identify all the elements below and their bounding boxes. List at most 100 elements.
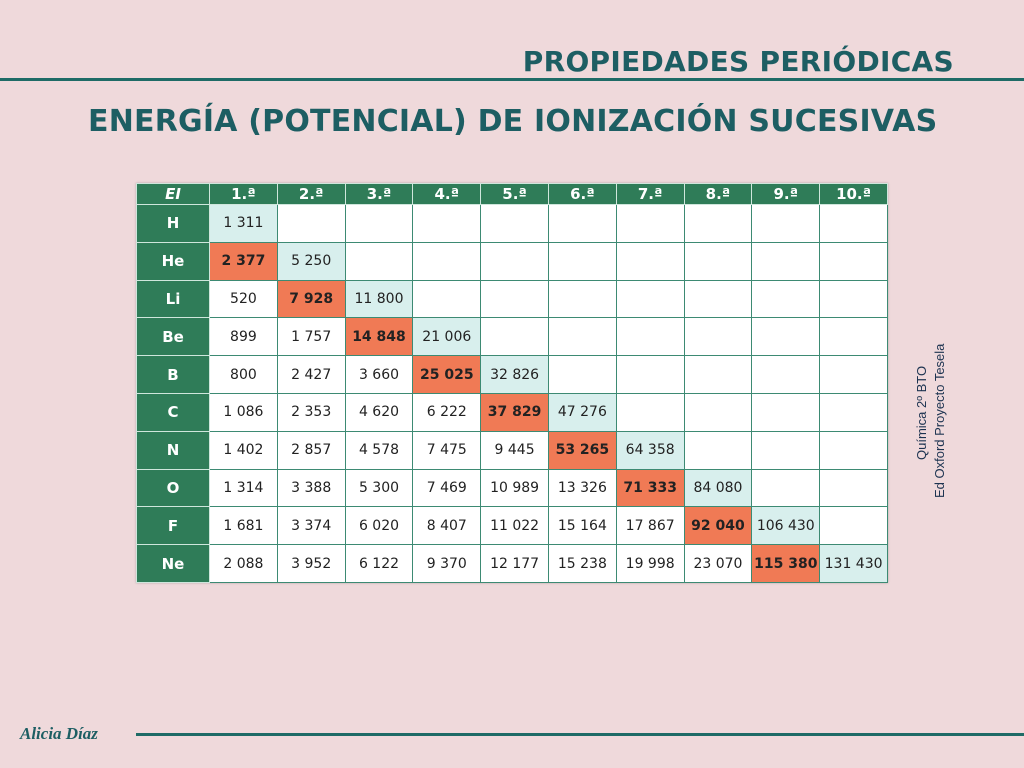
table-row: B 800 2 427 3 660 25 025 32 826 xyxy=(136,355,888,394)
energy-cell: 899 xyxy=(209,317,278,357)
empty-cell xyxy=(615,279,685,319)
empty-cell xyxy=(819,392,888,432)
energy-cell: 2 857 xyxy=(276,430,346,470)
column-header: 9.ª xyxy=(751,183,821,205)
element-symbol: B xyxy=(136,355,210,394)
energy-cell: 131 430 xyxy=(819,544,888,583)
column-header: 8.ª xyxy=(683,183,753,205)
empty-cell xyxy=(751,468,821,508)
highlighted-energy-cell: 2 377 xyxy=(209,241,278,281)
empty-cell xyxy=(751,430,821,470)
energy-cell: 2 353 xyxy=(276,392,346,432)
energy-cell: 1 757 xyxy=(276,317,346,357)
column-header: 10.ª xyxy=(819,183,888,205)
energy-cell: 23 070 xyxy=(683,544,753,583)
empty-cell xyxy=(480,279,549,319)
energy-cell: 64 358 xyxy=(615,430,685,470)
energy-cell: 520 xyxy=(209,279,278,319)
column-header: 7.ª xyxy=(615,183,685,205)
highlighted-energy-cell: 7 928 xyxy=(276,279,346,319)
empty-cell xyxy=(819,317,888,357)
highlighted-energy-cell: 53 265 xyxy=(547,430,617,470)
energy-cell: 6 222 xyxy=(412,392,482,432)
element-symbol: N xyxy=(136,430,210,470)
source-credit: Química 2º BTO Ed Oxford Proyecto Tesela xyxy=(910,300,960,500)
empty-cell xyxy=(751,279,821,319)
table-row: He 2 377 5 250 xyxy=(136,241,888,281)
highlighted-energy-cell: 92 040 xyxy=(683,506,753,546)
energy-cell: 9 445 xyxy=(480,430,549,470)
ionization-table-image: EI 1.ª 2.ª 3.ª 4.ª 5.ª 6.ª 7.ª 8.ª 9.ª 1… xyxy=(136,183,888,583)
element-symbol: H xyxy=(136,204,210,243)
energy-cell: 1 086 xyxy=(209,392,278,432)
element-symbol: Ne xyxy=(136,544,210,583)
energy-cell: 4 578 xyxy=(344,430,414,470)
energy-cell: 5 250 xyxy=(276,241,346,281)
energy-cell: 15 164 xyxy=(547,506,617,546)
author-name: Alicia Díaz xyxy=(20,724,98,743)
empty-cell xyxy=(615,355,685,394)
energy-cell: 84 080 xyxy=(683,468,753,508)
highlighted-energy-cell: 71 333 xyxy=(615,468,685,508)
column-header: 5.ª xyxy=(480,183,549,205)
energy-cell: 9 370 xyxy=(412,544,482,583)
table-row: Ne 2 088 3 952 6 122 9 370 12 177 15 238 19 998… xyxy=(136,544,888,583)
highlighted-energy-cell: 25 025 xyxy=(412,355,482,394)
empty-cell xyxy=(819,279,888,319)
energy-cell: 15 238 xyxy=(547,544,617,583)
empty-cell xyxy=(683,392,753,432)
empty-cell xyxy=(344,204,414,243)
highlighted-energy-cell: 14 848 xyxy=(344,317,414,357)
empty-cell xyxy=(412,204,482,243)
energy-cell: 6 122 xyxy=(344,544,414,583)
empty-cell xyxy=(547,241,617,281)
credit-line-2: Ed Oxford Proyecto Tesela xyxy=(932,343,947,498)
empty-cell xyxy=(412,241,482,281)
highlighted-energy-cell: 115 380 xyxy=(751,544,821,583)
empty-cell xyxy=(615,392,685,432)
empty-cell xyxy=(751,392,821,432)
column-header: 2.ª xyxy=(276,183,346,205)
energy-cell: 1 314 xyxy=(209,468,278,508)
empty-cell xyxy=(683,355,753,394)
top-rule xyxy=(0,78,1024,81)
empty-cell xyxy=(683,317,753,357)
table-header-row: EI 1.ª 2.ª 3.ª 4.ª 5.ª 6.ª 7.ª 8.ª 9.ª 1… xyxy=(136,183,888,205)
empty-cell xyxy=(615,317,685,357)
energy-cell: 12 177 xyxy=(480,544,549,583)
energy-cell: 106 430 xyxy=(751,506,821,546)
empty-cell xyxy=(480,241,549,281)
table-row: Li 520 7 928 11 800 xyxy=(136,279,888,319)
empty-cell xyxy=(480,317,549,357)
energy-cell: 1 681 xyxy=(209,506,278,546)
empty-cell xyxy=(751,317,821,357)
energy-cell: 3 660 xyxy=(344,355,414,394)
empty-cell xyxy=(819,468,888,508)
element-symbol: He xyxy=(136,241,210,281)
empty-cell xyxy=(683,204,753,243)
empty-cell xyxy=(683,241,753,281)
credit-line-1: Química 2º BTO xyxy=(914,365,929,460)
energy-cell: 2 088 xyxy=(209,544,278,583)
corner-cell: EI xyxy=(136,183,210,205)
energy-cell: 1 402 xyxy=(209,430,278,470)
empty-cell xyxy=(819,506,888,546)
energy-cell: 19 998 xyxy=(615,544,685,583)
energy-cell: 8 407 xyxy=(412,506,482,546)
element-symbol: Li xyxy=(136,279,210,319)
energy-cell: 7 469 xyxy=(412,468,482,508)
energy-cell: 3 388 xyxy=(276,468,346,508)
energy-cell: 10 989 xyxy=(480,468,549,508)
energy-cell: 4 620 xyxy=(344,392,414,432)
empty-cell xyxy=(751,355,821,394)
column-header: 3.ª xyxy=(344,183,414,205)
energy-cell: 3 952 xyxy=(276,544,346,583)
energy-cell: 800 xyxy=(209,355,278,394)
empty-cell xyxy=(547,279,617,319)
empty-cell xyxy=(819,355,888,394)
empty-cell xyxy=(547,204,617,243)
